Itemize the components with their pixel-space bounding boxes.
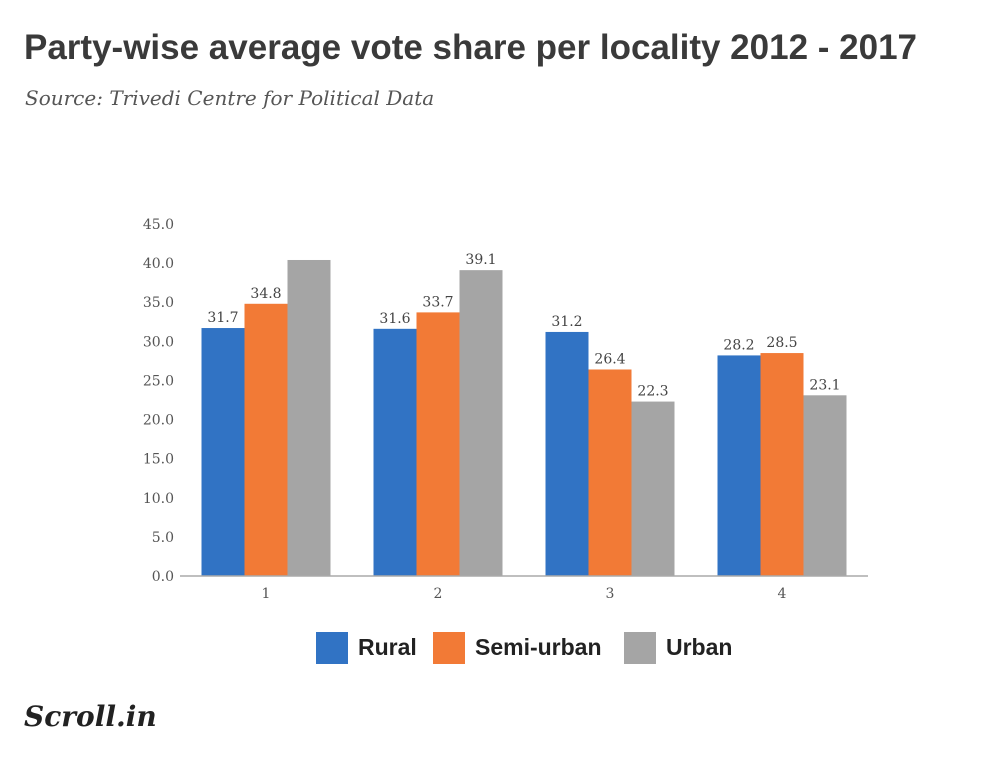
data-label: 34.8 — [250, 286, 281, 302]
legend-label-urban: Urban — [666, 634, 733, 660]
bars: 31.7 34.8 31.6 33.7 39.1 31.2 26.4 22.3 28.2 28.5… — [201, 252, 847, 576]
bar-rural-3 — [545, 331, 589, 576]
data-label: 31.2 — [551, 314, 582, 330]
y-tick-label: 45.0 — [143, 217, 174, 233]
data-label: 28.5 — [766, 335, 797, 351]
x-axis: 1 2 3 4 — [180, 575, 868, 602]
bar-semi-urban-4 — [760, 353, 804, 576]
y-tick-label: 0.0 — [152, 569, 174, 585]
data-label: 39.1 — [465, 252, 496, 268]
data-label: 22.3 — [637, 384, 668, 400]
chart-subtitle: Source: Trivedi Centre for Political Dat… — [25, 86, 435, 110]
legend-swatch-urban — [624, 632, 656, 664]
bar-semi-urban-2 — [416, 312, 460, 576]
y-tick-label: 10.0 — [143, 491, 174, 507]
y-tick-label: 15.0 — [143, 452, 174, 468]
bar-urban-1 — [287, 259, 331, 576]
y-tick-label: 20.0 — [143, 413, 174, 429]
bar-semi-urban-3 — [588, 369, 632, 576]
legend: Rural Semi-urban Urban — [0, 630, 1000, 670]
data-label: 26.4 — [594, 351, 625, 367]
y-axis: 0.0 5.0 10.0 15.0 20.0 25.0 30.0 35.0 40.0 45.0 — [143, 217, 174, 585]
scroll-logo: Scroll.in — [24, 700, 157, 733]
data-label: 31.6 — [379, 311, 410, 327]
bar-urban-2 — [459, 270, 503, 576]
bar-urban-4 — [803, 395, 847, 576]
x-tick-label: 2 — [434, 586, 443, 602]
y-tick-label: 35.0 — [143, 295, 174, 311]
bar-rural-4 — [717, 355, 761, 576]
x-tick-label: 1 — [262, 586, 271, 602]
y-tick-label: 30.0 — [143, 334, 174, 350]
data-label: 28.2 — [723, 337, 754, 353]
y-tick-label: 40.0 — [143, 256, 174, 272]
y-tick-label: 5.0 — [152, 530, 174, 546]
data-label: 23.1 — [809, 377, 840, 393]
y-tick-label: 25.0 — [143, 373, 174, 389]
data-label: 33.7 — [422, 294, 453, 310]
x-tick-label: 4 — [778, 586, 787, 602]
legend-swatch-semi-urban — [433, 632, 465, 664]
bar-rural-1 — [201, 328, 245, 576]
bar-rural-2 — [373, 328, 417, 576]
data-label: 31.7 — [207, 310, 238, 326]
legend-label-rural: Rural — [358, 634, 417, 660]
chart-title: Party-wise average vote share per locali… — [24, 28, 918, 67]
bar-urban-3 — [631, 401, 675, 576]
legend-label-semi-urban: Semi-urban — [475, 634, 602, 660]
x-tick-label: 3 — [606, 586, 615, 602]
bar-semi-urban-1 — [244, 303, 288, 576]
legend-swatch-rural — [316, 632, 348, 664]
